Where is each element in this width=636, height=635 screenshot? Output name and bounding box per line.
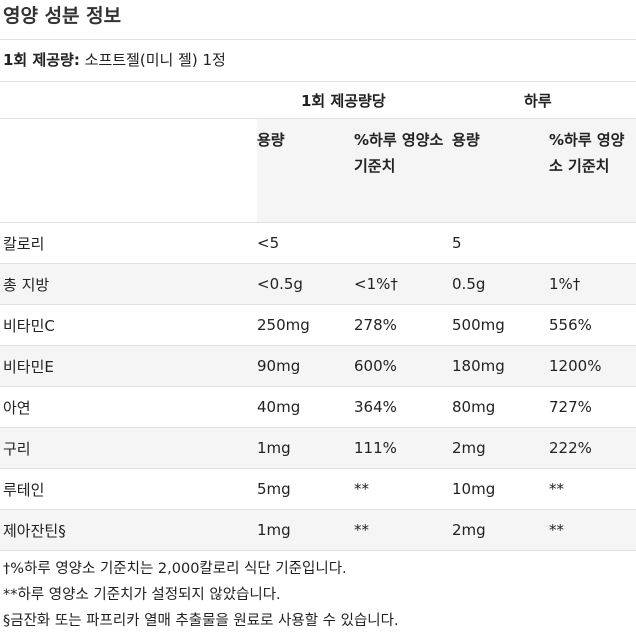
group-header-blank (0, 82, 257, 119)
table-row: 비타민C 250mg 278% 500mg 556% (0, 304, 636, 346)
dv-header-1: %하루 영양소 기준치 (354, 118, 453, 223)
nutrient-name: 루테인 (0, 468, 257, 510)
dv-per-serving: 278% (354, 304, 453, 346)
dv-per-day: 1%† (549, 263, 636, 305)
amount-per-day: 2mg (452, 509, 550, 551)
amount-per-day: 0.5g (452, 263, 550, 305)
amount-per-serving: 90mg (257, 345, 354, 387)
amount-per-serving: 250mg (257, 304, 354, 346)
per-day-header: 하루 (452, 82, 636, 119)
dv-per-day (549, 222, 636, 264)
table-row: 루테인 5mg ** 10mg ** (0, 468, 636, 510)
nutrient-name: 제아잔틴§ (0, 509, 257, 551)
dv-per-day: 556% (549, 304, 636, 346)
amount-per-day: 180mg (452, 345, 550, 387)
amount-per-day: 500mg (452, 304, 550, 346)
dv-per-day: 727% (549, 386, 636, 428)
footnotes: †%하루 영양소 기준치는 2,000칼로리 식단 기준입니다. **하루 영양… (0, 551, 636, 635)
panel-title: 영양 성분 정보 (0, 0, 636, 40)
footnote-section: §금잔화 또는 파프리카 열매 추출물을 원료로 사용할 수 있습니다. (3, 613, 399, 629)
dv-per-serving (354, 222, 453, 264)
dv-per-serving: 364% (354, 386, 453, 428)
dv-per-day: 1200% (549, 345, 636, 387)
nutrient-name: 비타민E (0, 345, 257, 387)
amount-per-day: 80mg (452, 386, 550, 428)
dv-per-serving: 600% (354, 345, 453, 387)
table-row: 총 지방 <0.5g <1%† 0.5g 1%† (0, 263, 636, 305)
table-row: 구리 1mg 111% 2mg 222% (0, 427, 636, 469)
amount-per-serving: 1mg (257, 427, 354, 469)
table-row: 비타민E 90mg 600% 180mg 1200% (0, 345, 636, 387)
per-serving-header: 1회 제공량당 (257, 82, 453, 119)
amount-per-serving: 40mg (257, 386, 354, 428)
amount-header-1: 용량 (257, 118, 354, 223)
footnote-double-asterisk: **하루 영양소 기준치가 설정되지 않았습니다. (3, 587, 281, 603)
table-row: 제아잔틴§ 1mg ** 2mg ** (0, 509, 636, 551)
amount-per-day: 10mg (452, 468, 550, 510)
nutrient-name: 총 지방 (0, 263, 257, 305)
amount-per-day: 2mg (452, 427, 550, 469)
table-row: 아연 40mg 364% 80mg 727% (0, 386, 636, 428)
dv-per-serving: ** (354, 468, 453, 510)
sub-header-row: 용량 %하루 영양소 기준치 용량 %하루 영양소 기준치 (0, 118, 636, 223)
nutrient-name: 구리 (0, 427, 257, 469)
nutrient-name: 아연 (0, 386, 257, 428)
amount-per-serving: <5 (257, 222, 354, 264)
nutrition-table: 1회 제공량당 하루 용량 %하루 영양소 기준치 용량 %하루 영양소 기준치… (0, 82, 636, 551)
amount-per-serving: 5mg (257, 468, 354, 510)
dv-per-day: ** (549, 468, 636, 510)
amount-per-day: 5 (452, 222, 550, 264)
dv-per-day: 222% (549, 427, 636, 469)
group-header-row: 1회 제공량당 하루 (0, 82, 636, 119)
amount-per-serving: 1mg (257, 509, 354, 551)
amount-per-serving: <0.5g (257, 263, 354, 305)
serving-size-value: 소프트젤(미니 젤) 1정 (84, 51, 226, 69)
dv-per-day: ** (549, 509, 636, 551)
dv-per-serving: 111% (354, 427, 453, 469)
dv-per-serving: <1%† (354, 263, 453, 305)
serving-size-label: 1회 제공량: (3, 51, 80, 69)
nutrient-name: 칼로리 (0, 222, 257, 264)
sub-header-blank (0, 118, 257, 223)
dv-per-serving: ** (354, 509, 453, 551)
footnote-dagger: †%하루 영양소 기준치는 2,000칼로리 식단 기준입니다. (3, 561, 347, 577)
table-row: 칼로리 <5 5 (0, 222, 636, 264)
serving-size: 1회 제공량: 소프트젤(미니 젤) 1정 (0, 40, 636, 82)
nutrient-name: 비타민C (0, 304, 257, 346)
amount-header-2: 용량 (452, 118, 550, 223)
dv-header-2: %하루 영양소 기준치 (549, 118, 636, 223)
